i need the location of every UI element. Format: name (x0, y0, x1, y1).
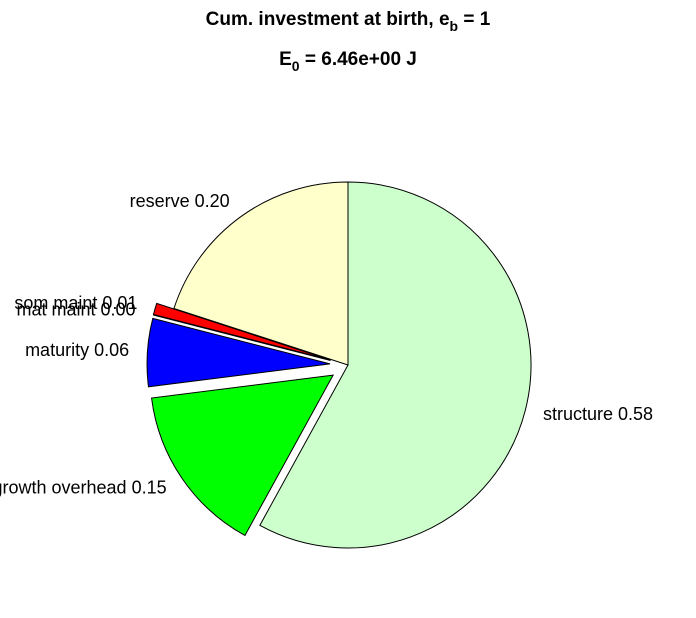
pie-slice (173, 181, 349, 366)
slice-value: 0.01 (102, 293, 137, 313)
pie-slice (259, 181, 532, 549)
title-suffix: = 1 (458, 9, 491, 30)
slice-value: 0.15 (132, 477, 167, 497)
slice-value: 0.00 (101, 299, 136, 319)
title-text: Cum. investment at birth, e (206, 9, 450, 30)
pie-slice (146, 317, 331, 388)
title-subscript: b (450, 18, 459, 34)
slice-value: 0.20 (195, 191, 230, 211)
pie-slice (153, 314, 331, 362)
slice-label: structure 0.58 (543, 404, 653, 424)
slice-label: mat maint 0.00 (17, 299, 136, 319)
pie-slice (150, 374, 335, 537)
slice-name: maturity (25, 340, 89, 360)
slice-label: reserve 0.20 (130, 191, 230, 211)
subtitle-subscript: 0 (292, 58, 300, 74)
chart-title: Cum. investment at birth, eb = 1 (206, 9, 491, 34)
slice-name: som maint (14, 293, 97, 313)
slice-label: maturity 0.06 (25, 340, 129, 360)
pie-slice (152, 302, 331, 361)
slice-name: growth overhead (0, 477, 127, 497)
slice-name: mat maint (17, 299, 96, 319)
chart-subtitle: E0 = 6.46e+00 J (279, 49, 417, 74)
slice-label: growth overhead 0.15 (0, 477, 167, 497)
subtitle-suffix: = 6.46e+00 J (300, 49, 417, 70)
subtitle-text: E (279, 49, 292, 70)
slice-name: structure (543, 404, 613, 424)
slice-value: 0.58 (618, 404, 653, 424)
slice-label: som maint 0.01 (14, 293, 137, 313)
slice-name: reserve (130, 191, 190, 211)
slice-value: 0.06 (94, 340, 129, 360)
